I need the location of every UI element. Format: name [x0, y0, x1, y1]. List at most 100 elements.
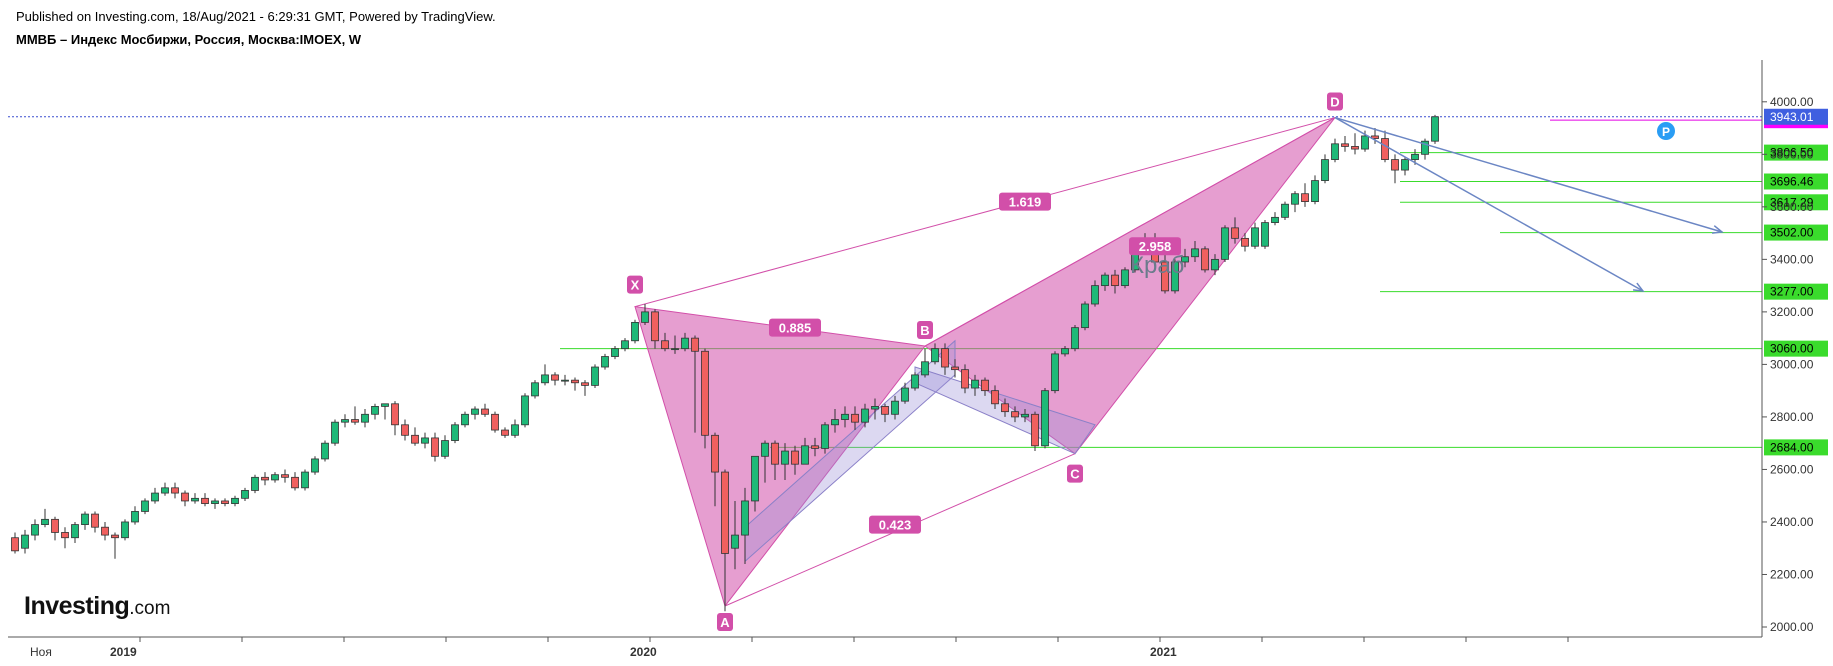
candle-up: [191, 497, 199, 502]
candle-up: [1041, 390, 1049, 447]
price-tick-label: 3400.00: [1770, 252, 1814, 266]
candle-down: [1351, 146, 1359, 150]
candle-down: [1111, 274, 1119, 287]
candle-down: [651, 311, 659, 342]
price-tick-label: 3000.00: [1770, 357, 1814, 371]
candle-up: [1281, 203, 1289, 218]
candle-up: [331, 421, 339, 444]
candle-up: [1311, 180, 1319, 202]
candle-up: [621, 340, 629, 350]
level-label-3060-00-bg: [1764, 340, 1828, 357]
level-label-3696-46: 3696.46: [1770, 175, 1814, 189]
candle-down: [661, 340, 669, 350]
candle-down: [221, 500, 229, 504]
point-label-x-bg: [627, 275, 643, 294]
candle-down: [411, 434, 419, 444]
candle-down: [401, 424, 409, 436]
price-levels: [8, 116, 1762, 448]
candle-up: [1431, 116, 1439, 142]
candle-down: [491, 413, 499, 431]
candle-up: [1091, 285, 1099, 305]
candle-down: [981, 379, 989, 392]
level-label-3806-50: 3806.50: [1770, 146, 1814, 160]
candle-down: [1391, 159, 1399, 171]
candle-up: [341, 419, 349, 423]
candle-down: [711, 434, 719, 473]
candle-up: [421, 437, 429, 444]
candle-up: [631, 321, 639, 342]
candle-up: [241, 490, 249, 499]
candle-up: [971, 379, 979, 389]
price-tick-label: 3200.00: [1770, 305, 1814, 319]
level-label-3806-50-bg: [1764, 144, 1828, 161]
candle-up: [461, 413, 469, 426]
candle-down: [771, 442, 779, 465]
candle-down: [1301, 193, 1309, 202]
candle-up: [211, 500, 219, 504]
candle-up: [1071, 327, 1079, 350]
candle-up: [1321, 159, 1329, 181]
current-price-label: 3943.01: [1770, 110, 1814, 124]
ratio-label-1-619: 1.619: [1009, 195, 1042, 210]
candle-down: [811, 445, 819, 449]
candle-up: [1251, 227, 1259, 247]
candle-down: [721, 471, 729, 554]
candle-up: [311, 458, 319, 473]
forecast-arrow-down: [1334, 116, 1644, 292]
candle-down: [1031, 413, 1039, 447]
p-marker-label: P: [1662, 125, 1670, 139]
candle-up: [141, 500, 149, 512]
candle-up: [751, 455, 759, 502]
time-label: 2021: [1150, 645, 1177, 659]
price-tick-label: 2400.00: [1770, 515, 1814, 529]
candle-up: [681, 337, 689, 350]
candle-down: [1001, 403, 1009, 413]
candle-down: [481, 408, 489, 415]
candle-up: [371, 406, 379, 415]
candle-down: [111, 534, 119, 539]
candle-up: [381, 403, 389, 407]
price-tick-label: 2600.00: [1770, 462, 1814, 476]
candle-up: [831, 419, 839, 426]
candle-up: [1291, 193, 1299, 205]
candles: [11, 114, 1439, 612]
time-label: 2020: [630, 645, 657, 659]
candle-down: [171, 487, 179, 494]
price-tick-label: 2000.00: [1770, 620, 1814, 634]
candle-up: [561, 379, 569, 382]
candle-up: [1271, 216, 1279, 223]
candle-up: [251, 476, 259, 491]
point-label-a-bg: [717, 612, 733, 631]
candle-up: [1221, 227, 1229, 260]
candle-up: [1101, 274, 1109, 287]
candle-up: [161, 487, 169, 494]
candle-up: [81, 513, 89, 525]
candle-down: [291, 476, 299, 489]
candle-down: [1341, 143, 1349, 147]
candle-up: [931, 348, 939, 363]
candle-up: [151, 492, 159, 502]
ratio-label-0-885: 0.885: [779, 321, 812, 336]
point-label-c-bg: [1067, 464, 1083, 483]
candle-up: [731, 534, 739, 549]
candle-up: [231, 497, 239, 504]
ratio-label-2-958: 2.958: [1139, 239, 1172, 254]
candle-down: [201, 497, 209, 504]
candle-up: [761, 442, 769, 457]
price-axis: 2000.00 2200.00 2400.00 2600.00 2800.00 3000.…: [8, 60, 1814, 638]
candle-up: [1061, 348, 1069, 355]
candle-down: [351, 419, 359, 423]
candle-up: [301, 471, 309, 489]
point-label-b-bg: [917, 321, 933, 340]
investing-logo: Investing.com: [24, 592, 171, 620]
candle-up: [1171, 261, 1179, 292]
candle-down: [851, 413, 859, 423]
level-label-3060-00: 3060.00: [1770, 342, 1814, 356]
candle-down: [101, 526, 109, 536]
candle-up: [821, 424, 829, 449]
candle-down: [951, 366, 959, 371]
level-label-3277-00: 3277.00: [1770, 285, 1814, 299]
candle-down: [51, 518, 59, 533]
